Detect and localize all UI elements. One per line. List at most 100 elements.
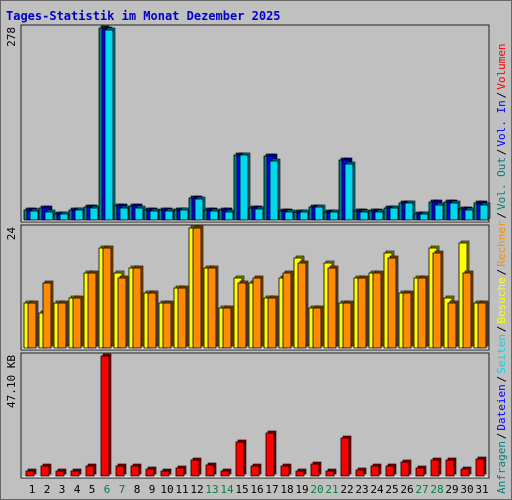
middle-bar-rechner-31 — [477, 300, 489, 349]
middle-bar-rechner-5 — [87, 270, 99, 349]
x-tick-day-14: 14 — [220, 483, 234, 496]
x-tick-day-30: 30 — [460, 483, 473, 496]
top-bar-seiten-4 — [74, 207, 86, 221]
bottom-bar-volumen-17 — [265, 430, 277, 477]
middle-bar-rechner-11 — [177, 285, 189, 349]
bottom-bar-volumen-12 — [190, 457, 202, 477]
middle-bar-rechner-3 — [57, 300, 69, 349]
top-bar-seiten-13 — [209, 208, 221, 221]
x-tick-day-19: 19 — [295, 483, 308, 496]
x-tick-day-5: 5 — [89, 483, 96, 496]
bottom-bar-volumen-20 — [310, 461, 322, 477]
top-bar-seiten-8 — [134, 205, 146, 221]
bottom-bar-volumen-19 — [295, 468, 307, 477]
x-tick-day-1: 1 — [29, 483, 36, 496]
chart-title: Tages-Statistik im Monat Dezember 2025 — [6, 9, 281, 23]
bottom-bar-volumen-3 — [55, 468, 67, 477]
top-bar-seiten-15 — [239, 152, 251, 221]
middle-bar-rechner-30 — [462, 270, 474, 349]
bottom-panel-frame — [20, 352, 490, 479]
x-tick-day-26: 26 — [400, 483, 413, 496]
middle-bar-rechner-26 — [402, 290, 414, 349]
x-tick-day-6: 6 — [104, 483, 111, 496]
bottom-bar-volumen-29 — [445, 457, 457, 477]
x-tick-day-13: 13 — [205, 483, 218, 496]
middle-bar-rechner-19 — [297, 260, 309, 349]
x-tick-day-16: 16 — [250, 483, 263, 496]
x-tick-day-7: 7 — [119, 483, 126, 496]
top-bar-seiten-25 — [389, 205, 401, 221]
top-bar-seiten-29 — [449, 200, 461, 221]
bottom-bar-volumen-5 — [85, 463, 97, 477]
legend-besuche: Besuche — [495, 277, 508, 323]
bottom-bar-volumen-10 — [160, 468, 172, 477]
x-tick-day-3: 3 — [59, 483, 66, 496]
middle-bar-rechner-18 — [282, 270, 294, 349]
middle-bar-rechner-9 — [147, 290, 159, 349]
x-tick-day-21: 21 — [325, 483, 338, 496]
top-bar-seiten-10 — [164, 208, 176, 221]
x-tick-day-25: 25 — [385, 483, 398, 496]
top-bar-seiten-1 — [29, 208, 41, 221]
middle-bar-rechner-20 — [312, 305, 324, 349]
x-tick-day-2: 2 — [44, 483, 51, 496]
top-bar-seiten-11 — [179, 207, 191, 221]
top-ymax-label: 278 — [5, 27, 18, 47]
legend-vol-out: Vol. Out — [495, 157, 508, 210]
bottom-bar-volumen-31 — [475, 456, 487, 477]
top-bar-seiten-22 — [344, 161, 356, 221]
bottom-bar-volumen-28 — [430, 457, 442, 477]
bottom-bar-volumen-8 — [130, 463, 142, 477]
middle-bar-rechner-27 — [417, 275, 429, 349]
middle-bar-rechner-8 — [132, 265, 144, 349]
top-bar-seiten-7 — [119, 205, 131, 221]
bottom-bar-volumen-18 — [280, 463, 292, 477]
middle-bar-rechner-7 — [117, 275, 129, 349]
middle-bar-rechner-4 — [72, 295, 84, 349]
bottom-bar-volumen-7 — [115, 463, 127, 477]
middle-bar-rechner-1 — [27, 300, 39, 349]
x-tick-day-15: 15 — [235, 483, 248, 496]
x-tick-day-18: 18 — [280, 483, 293, 496]
bottom-bar-volumen-15 — [235, 439, 247, 477]
x-tick-day-8: 8 — [134, 483, 141, 496]
bottom-bar-volumen-1 — [25, 468, 37, 477]
legend-separator: / — [495, 149, 508, 156]
legend-rechner: Rechner — [495, 220, 508, 267]
top-bar-seiten-12 — [194, 196, 206, 221]
legend-separator: / — [495, 92, 508, 99]
top-bar-seiten-5 — [89, 205, 101, 221]
middle-bar-rechner-15 — [237, 280, 249, 349]
middle-bar-rechner-21 — [327, 265, 339, 349]
top-bar-seiten-16 — [254, 206, 266, 221]
legend-separator: / — [495, 433, 508, 440]
top-bar-seiten-9 — [149, 208, 161, 221]
top-bar-seiten-28 — [434, 202, 446, 221]
middle-bar-rechner-2 — [42, 280, 54, 349]
middle-bar-rechner-25 — [387, 255, 399, 349]
bottom-bar-volumen-2 — [40, 463, 52, 477]
legend-volumen: Volumen — [495, 43, 508, 89]
middle-bar-rechner-29 — [447, 300, 459, 349]
legend-separator: / — [495, 376, 508, 383]
legend-vol-in: Vol. In — [495, 100, 508, 146]
top-bar-seiten-6 — [104, 27, 116, 221]
bottom-bar-volumen-25 — [385, 463, 397, 477]
bottom-bar-volumen-26 — [400, 459, 412, 477]
x-tick-day-4: 4 — [74, 483, 81, 496]
middle-bar-rechner-13 — [207, 265, 219, 349]
middle-bar-rechner-24 — [372, 270, 384, 349]
bottom-bar-volumen-4 — [70, 468, 82, 477]
middle-bar-rechner-28 — [432, 250, 444, 349]
bottom-bar-volumen-30 — [460, 466, 472, 477]
middle-bar-rechner-10 — [162, 300, 174, 349]
top-panel-frame — [20, 24, 490, 223]
bottom-bar-volumen-22 — [340, 435, 352, 477]
bottom-bar-volumen-6 — [100, 353, 112, 477]
x-tick-day-28: 28 — [430, 483, 443, 496]
legend-separator: / — [495, 269, 508, 276]
bottom-ymax-label: 47.10 KB — [5, 355, 18, 408]
bottom-bar-volumen-13 — [205, 462, 217, 477]
